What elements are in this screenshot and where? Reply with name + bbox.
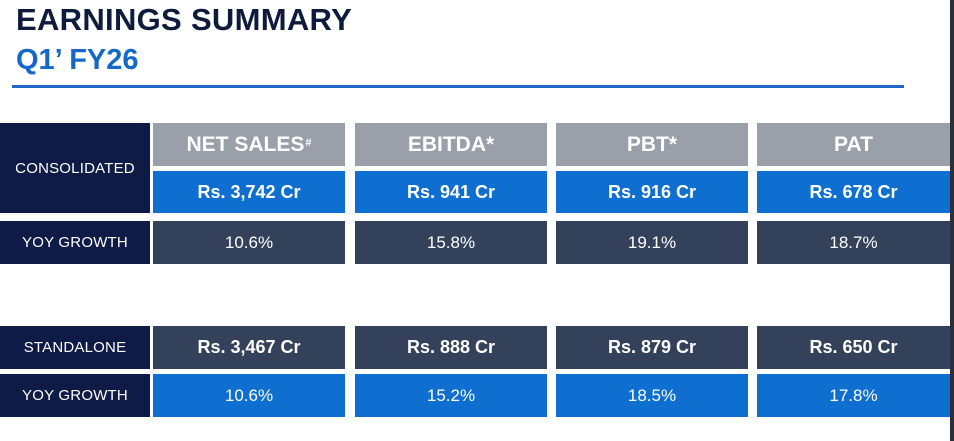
column-header-pat-text: PAT (834, 132, 873, 156)
page-title: EARNINGS SUMMARY (16, 2, 353, 37)
standalone-yoy-label-text: YOY GROWTH (22, 387, 128, 404)
standalone-pbt-growth: 18.5% (556, 374, 748, 417)
consolidated-pbt-value: Rs. 916 Cr (556, 171, 748, 213)
consolidated-net-sales-value: Rs. 3,742 Cr (153, 171, 345, 213)
consolidated-pbt-growth: 19.1% (556, 221, 748, 264)
consolidated-label: CONSOLIDATED (0, 123, 150, 213)
consolidated-pat-growth: 18.7% (757, 221, 950, 264)
standalone-pat-growth: 17.8% (757, 374, 950, 417)
standalone-ebitda-value: Rs. 888 Cr (355, 326, 547, 369)
net-sales-footnote-mark: # (305, 136, 312, 149)
standalone-label-text: STANDALONE (23, 339, 127, 356)
standalone-net-sales-value: Rs. 3,467 Cr (153, 326, 345, 369)
column-header-net-sales: NET SALES # (153, 123, 345, 166)
standalone-pat-value: Rs. 650 Cr (757, 326, 950, 369)
column-header-pbt: PBT* (556, 123, 748, 166)
standalone-net-sales-growth: 10.6% (153, 374, 345, 417)
standalone-ebitda-growth: 15.2% (355, 374, 547, 417)
right-edge-border (950, 0, 954, 441)
page-subtitle: Q1’ FY26 (16, 44, 139, 76)
column-header-pat: PAT (757, 123, 950, 166)
consolidated-ebitda-value: Rs. 941 Cr (355, 171, 547, 213)
column-header-pbt-text: PBT* (626, 132, 678, 156)
title-divider (12, 85, 904, 88)
consolidated-pat-value: Rs. 678 Cr (757, 171, 950, 213)
standalone-pbt-value: Rs. 879 Cr (556, 326, 748, 369)
column-header-net-sales-text: NET SALES (186, 132, 305, 156)
consolidated-label-text: CONSOLIDATED (15, 159, 135, 177)
consolidated-yoy-label-text: YOY GROWTH (22, 234, 128, 251)
consolidated-ebitda-growth: 15.8% (355, 221, 547, 264)
column-header-ebitda: EBITDA* (355, 123, 547, 166)
consolidated-yoy-label: YOY GROWTH (0, 221, 150, 264)
consolidated-net-sales-growth: 10.6% (153, 221, 345, 264)
standalone-yoy-label: YOY GROWTH (0, 374, 150, 417)
standalone-label: STANDALONE (0, 326, 150, 369)
column-header-ebitda-text: EBITDA* (407, 132, 495, 156)
